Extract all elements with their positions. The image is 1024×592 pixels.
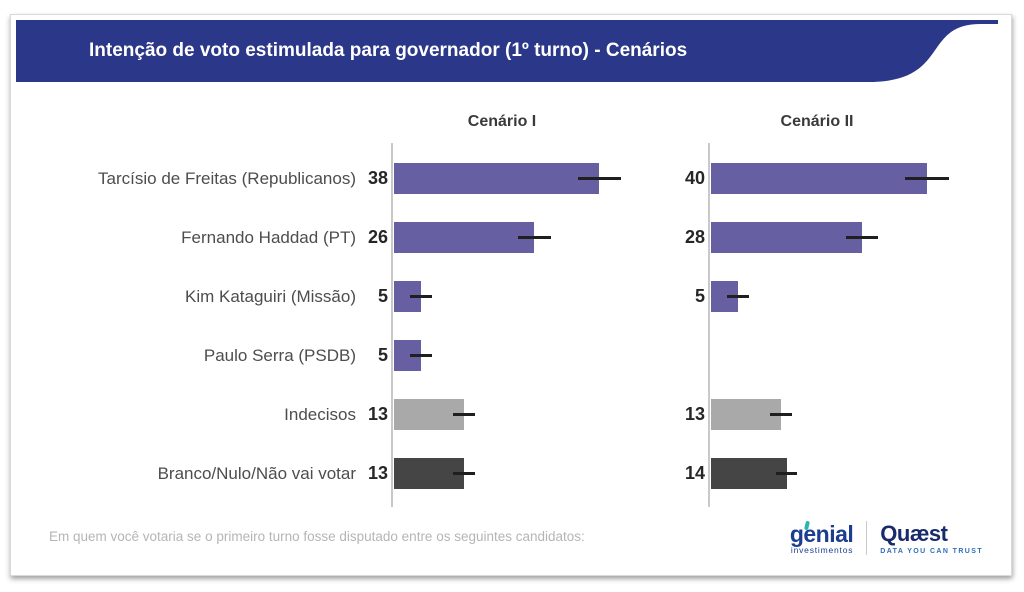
value-scenario-2: 28 bbox=[684, 227, 705, 247]
bar-scenario-2 bbox=[711, 399, 782, 430]
bar-panel-scenario-2 bbox=[709, 208, 1011, 267]
banner-swoosh-shape bbox=[16, 20, 998, 82]
bar-panel-scenario-1 bbox=[392, 208, 666, 267]
category-label: Tarcísio de Freitas (Republicanos) bbox=[98, 168, 356, 188]
value-scenario-2: 40 bbox=[684, 168, 705, 188]
axis-line-scenario-1 bbox=[391, 143, 393, 507]
category-label: Indecisos bbox=[284, 404, 356, 424]
error-bar-scenario-2 bbox=[770, 413, 792, 416]
value-scenario-1: 38 bbox=[367, 168, 388, 188]
bar-panel-scenario-2 bbox=[709, 444, 1011, 503]
category-label: Fernando Haddad (PT) bbox=[181, 227, 356, 247]
error-bar-scenario-2 bbox=[905, 177, 949, 180]
bar-panel-scenario-1 bbox=[392, 267, 666, 326]
bar-scenario-2 bbox=[711, 222, 863, 253]
bar-scenario-1 bbox=[394, 163, 600, 194]
survey-question: Em quem você votaria se o primeiro turno… bbox=[49, 529, 585, 544]
category-label: Branco/Nulo/Não vai votar bbox=[157, 463, 356, 483]
chart-row: Tarcísio de Freitas (Republicanos) 38 40 bbox=[11, 149, 1011, 208]
bar-scenario-1 bbox=[394, 458, 465, 489]
error-bar-scenario-1 bbox=[410, 354, 432, 357]
chart-row: Kim Kataguiri (Missão) 5 5 bbox=[11, 267, 1011, 326]
value-scenario-1: 13 bbox=[367, 463, 388, 483]
bar-panel-scenario-1 bbox=[392, 326, 666, 385]
genial-logo: genial investimentos bbox=[789, 520, 854, 555]
quaest-logo-text: Quæst bbox=[880, 521, 948, 546]
genial-logo-text: genial bbox=[789, 521, 854, 547]
category-label: Paulo Serra (PSDB) bbox=[203, 345, 356, 365]
error-bar-scenario-1 bbox=[453, 413, 475, 416]
bar-panel-scenario-1 bbox=[392, 385, 666, 444]
error-bar-scenario-2 bbox=[846, 236, 879, 239]
header-banner: Intenção de voto estimulada para governa… bbox=[16, 20, 998, 82]
category-label: Kim Kataguiri (Missão) bbox=[185, 286, 356, 306]
value-scenario-2: 5 bbox=[694, 286, 705, 306]
page-title: Intenção de voto estimulada para governa… bbox=[89, 40, 688, 61]
chart-rows: Tarcísio de Freitas (Republicanos) 38 40 Fe… bbox=[11, 149, 1011, 503]
bar-scenario-1 bbox=[394, 222, 535, 253]
quaest-logo: Quæst DATA YOU CAN TRUST bbox=[880, 521, 983, 555]
error-bar-scenario-2 bbox=[775, 472, 798, 475]
error-bar-scenario-1 bbox=[453, 472, 475, 475]
quaest-logo-subtext: DATA YOU CAN TRUST bbox=[880, 548, 983, 555]
bar-panel-scenario-2 bbox=[709, 149, 1011, 208]
axis-line-scenario-2 bbox=[708, 143, 710, 507]
scenario-2-header: Cenário II bbox=[780, 113, 854, 130]
error-bar-scenario-1 bbox=[577, 177, 621, 180]
value-scenario-2: 14 bbox=[684, 463, 705, 483]
scenario-1-header: Cenário I bbox=[467, 113, 537, 130]
report-card: Intenção de voto estimulada para governa… bbox=[10, 14, 1012, 576]
value-scenario-1: 26 bbox=[367, 227, 388, 247]
bar-panel-scenario-2 bbox=[709, 385, 1011, 444]
chart-row: Fernando Haddad (PT) 26 28 bbox=[11, 208, 1011, 267]
bar-panel-scenario-2 bbox=[709, 267, 1011, 326]
bar-scenario-2 bbox=[711, 458, 787, 489]
chart-row: Branco/Nulo/Não vai votar 13 14 bbox=[11, 444, 1011, 503]
error-bar-scenario-1 bbox=[518, 236, 551, 239]
chart-row: Indecisos 13 13 bbox=[11, 385, 1011, 444]
genial-logo-subtext: investimentos bbox=[790, 545, 854, 555]
value-scenario-2: 13 bbox=[684, 404, 705, 424]
error-bar-scenario-1 bbox=[410, 295, 432, 298]
footer-logos: genial investimentos Quæst DATA YOU CAN … bbox=[789, 520, 983, 555]
chart-row: Paulo Serra (PSDB) 5 bbox=[11, 326, 1011, 385]
bar-scenario-1 bbox=[394, 399, 465, 430]
logo-divider bbox=[866, 521, 868, 555]
bar-scenario-2 bbox=[711, 163, 927, 194]
value-scenario-1: 5 bbox=[377, 286, 388, 306]
bar-panel-scenario-2 bbox=[709, 326, 1011, 385]
value-scenario-1: 13 bbox=[367, 404, 388, 424]
bar-panel-scenario-1 bbox=[392, 149, 666, 208]
genial-logo-wordmark: genial bbox=[789, 520, 854, 548]
value-scenario-1: 5 bbox=[377, 345, 388, 365]
bar-panel-scenario-1 bbox=[392, 444, 666, 503]
error-bar-scenario-2 bbox=[727, 295, 749, 298]
